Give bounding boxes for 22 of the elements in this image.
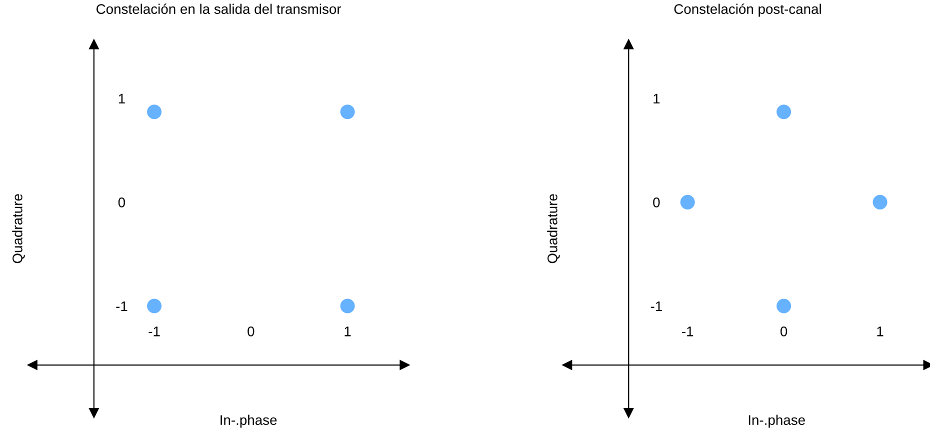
x-axis-title: In-.phase bbox=[220, 414, 277, 428]
x-tick-label: 1 bbox=[344, 326, 351, 336]
x-tick-label: -1 bbox=[682, 326, 694, 336]
point bbox=[680, 194, 695, 210]
point bbox=[776, 104, 792, 120]
y-tick-label: 1 bbox=[118, 94, 125, 104]
point bbox=[872, 194, 888, 210]
y-tick-label: -1 bbox=[116, 301, 128, 312]
y-axis-title: Quadrature bbox=[12, 194, 25, 264]
y-tick-label: 0 bbox=[653, 198, 660, 208]
chart-title: Constelación en la salida del transmisor bbox=[96, 4, 342, 14]
x-tick-label: 0 bbox=[780, 326, 788, 336]
x-tick-label: 1 bbox=[877, 326, 884, 336]
x-tick-label: -1 bbox=[148, 326, 160, 336]
y-tick-label: 0 bbox=[118, 198, 126, 208]
chart-title: Constelación post-canal bbox=[674, 4, 821, 17]
y-axis-title: Quadrature bbox=[547, 194, 560, 264]
y-tick-label: 1 bbox=[654, 94, 660, 104]
y-tick-label: -1 bbox=[650, 301, 662, 312]
point bbox=[776, 298, 792, 314]
x-axis-title: In-.phase bbox=[748, 414, 805, 428]
x-tick-label: 0 bbox=[248, 326, 254, 336]
